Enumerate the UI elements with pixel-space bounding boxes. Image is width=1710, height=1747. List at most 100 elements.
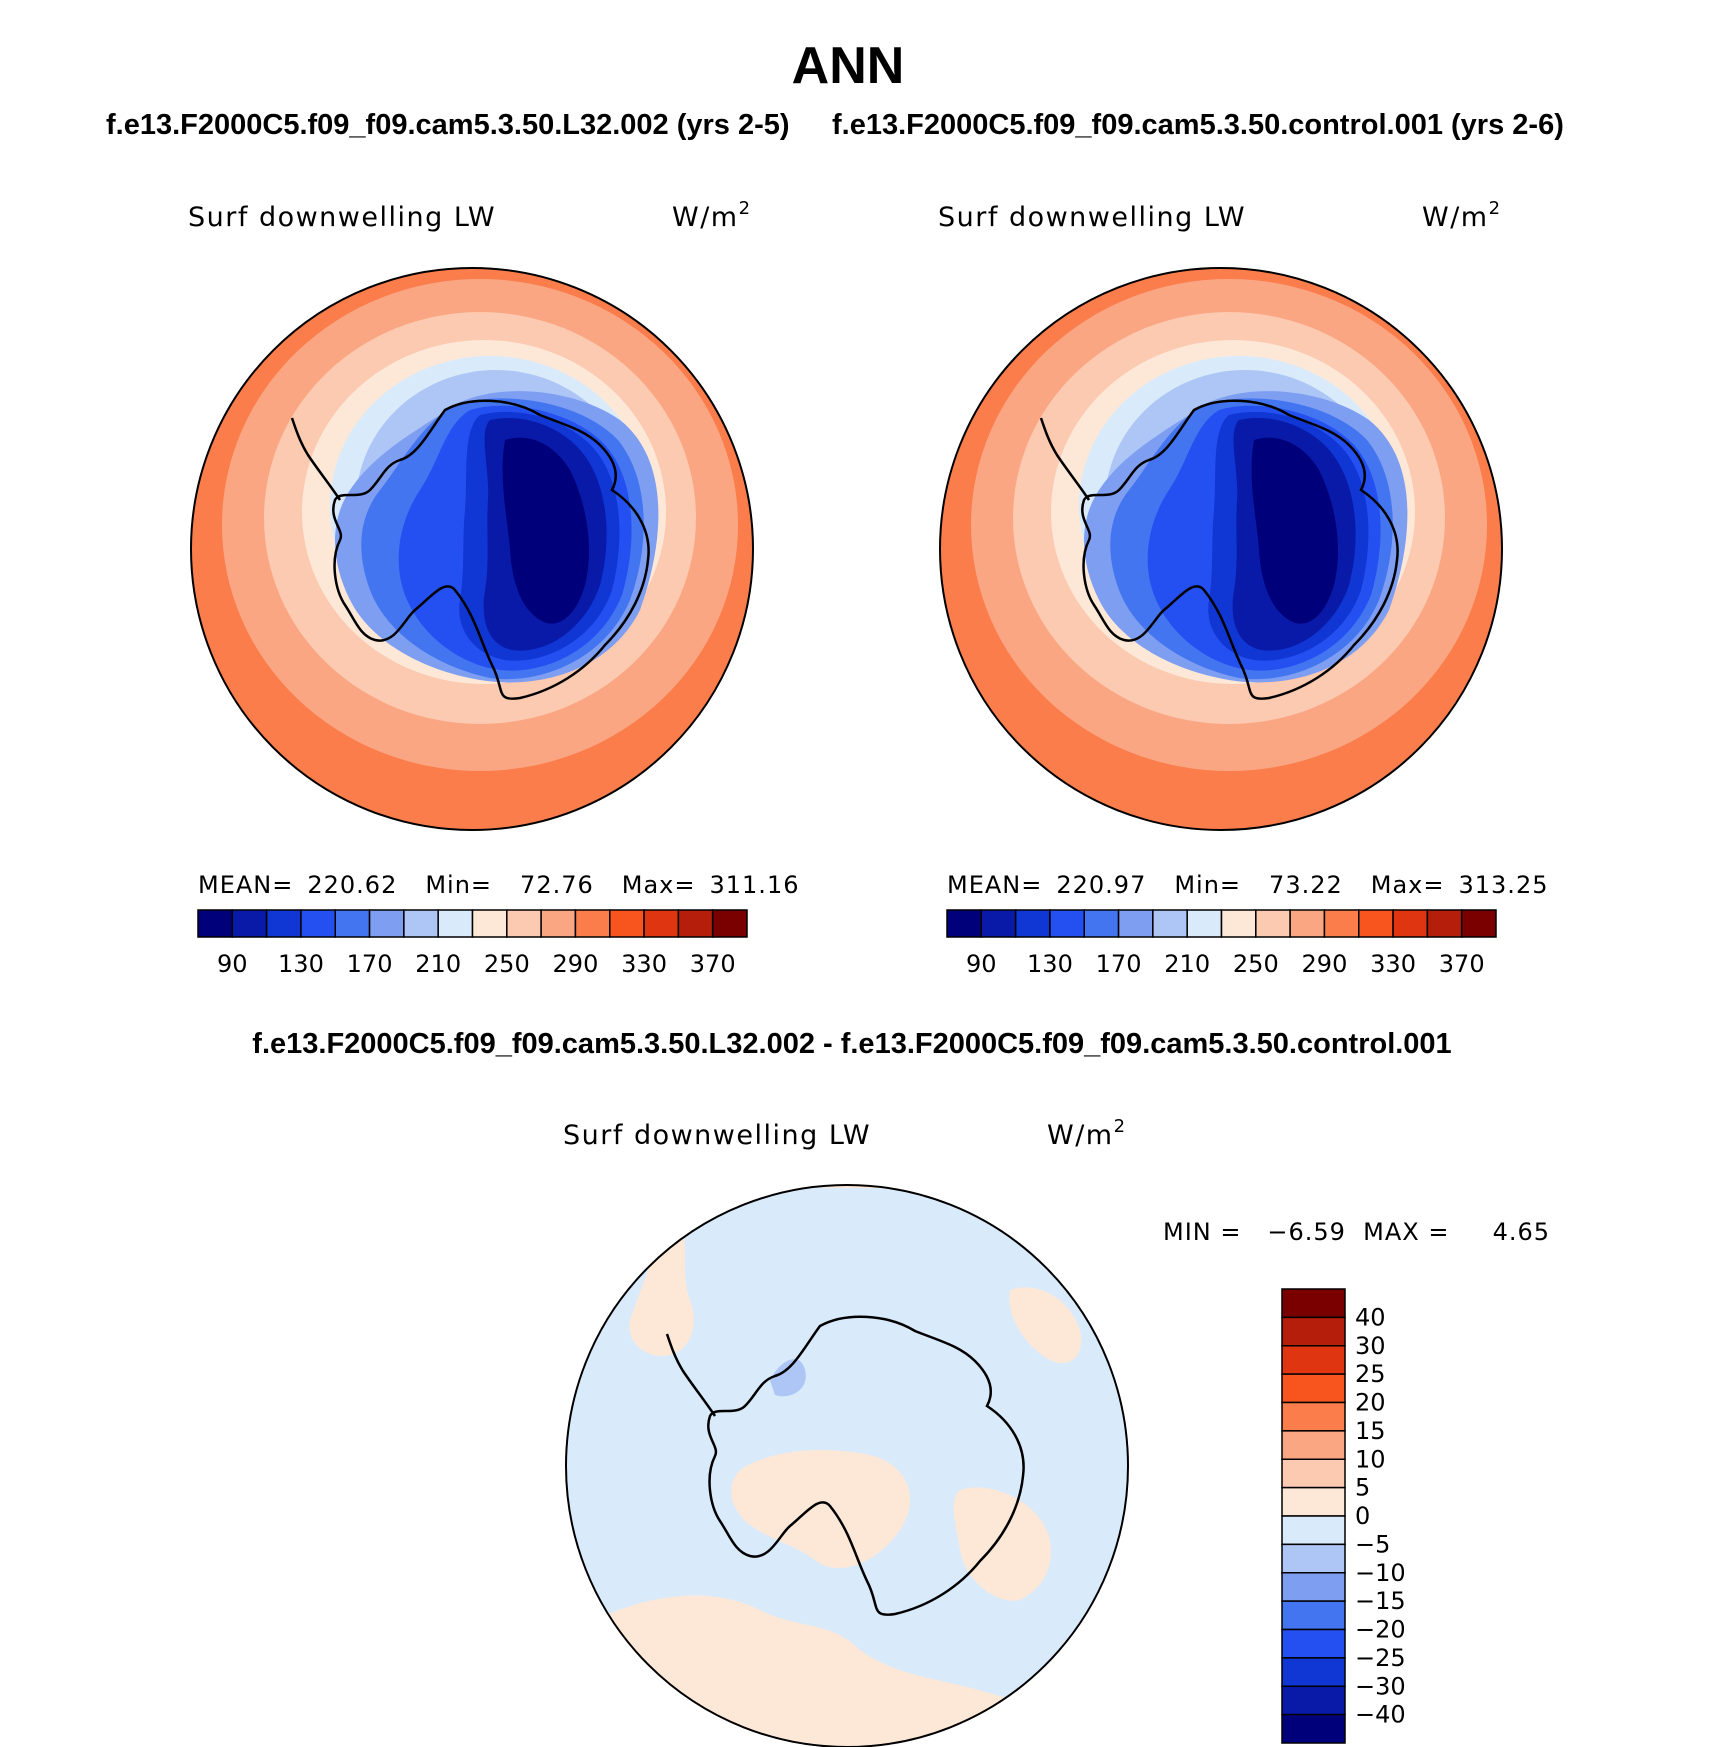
coastline-antarctica <box>707 1315 1025 1616</box>
colorbar-tick-label: 210 <box>415 950 461 978</box>
colorbar-tick-label: 5 <box>1355 1474 1370 1502</box>
min-value: 73.22 <box>1269 871 1343 899</box>
colorbar-tick-label: −5 <box>1355 1530 1390 1558</box>
min-label: Min= <box>425 871 492 899</box>
case-title-test: f.e13.F2000C5.f09_f09.cam5.3.50.L32.002 … <box>106 109 790 141</box>
colorbar-swatch <box>1281 1600 1346 1631</box>
colorbar-swatch <box>1083 909 1120 938</box>
map-fill-positive-east <box>953 1487 1051 1601</box>
colorbar-tick-label: 0 <box>1355 1502 1370 1530</box>
coastline-peninsula <box>290 417 342 501</box>
coastline-peninsula <box>665 1333 717 1417</box>
map-fill-90 <box>502 437 590 624</box>
colorbar-swatch <box>1281 1515 1346 1546</box>
colorbar-tick-label: 250 <box>484 950 530 978</box>
units-text: W/m <box>1047 1120 1114 1151</box>
colorbar-swatch <box>1152 909 1188 938</box>
colorbar-swatch <box>980 909 1017 938</box>
colorbar-tick-label: 290 <box>553 950 599 978</box>
colorbar-swatch <box>609 909 645 938</box>
units-label-difference: W/m2 <box>1047 1116 1127 1151</box>
colorbar-swatch <box>1323 909 1360 938</box>
colorbar-tick-label: 370 <box>1439 950 1485 978</box>
colorbar-tick-label: 330 <box>1370 950 1416 978</box>
colorbar-swatch <box>1281 1373 1346 1404</box>
colorbar-tick-label: −25 <box>1355 1644 1406 1672</box>
colorbar-swatch <box>946 909 983 938</box>
colorbar-swatch <box>471 909 508 938</box>
colorbar-swatch <box>540 909 577 938</box>
max-value: 313.25 <box>1459 871 1549 899</box>
figure-title: ANN <box>792 37 905 95</box>
variable-label-test: Surf downwelling LW <box>188 202 496 233</box>
colorbar-swatch <box>1117 909 1154 938</box>
colorbar-swatch <box>1281 1401 1346 1432</box>
case-title-control: f.e13.F2000C5.f09_f09.cam5.3.50.control.… <box>832 109 1564 141</box>
colorbar-swatch <box>1281 1713 1346 1744</box>
colorbar-tick-label: −20 <box>1355 1616 1406 1644</box>
colorbar-swatch <box>403 909 439 938</box>
colorbar-swatch <box>1281 1430 1346 1460</box>
colorbar-swatch <box>1281 1543 1346 1574</box>
colorbar-tick-label: −40 <box>1355 1701 1406 1729</box>
map-fill-positive-west <box>629 1221 694 1356</box>
mean-value: 220.62 <box>307 871 397 899</box>
max-label: Max= <box>622 871 696 899</box>
map-fill-positive-east-rim <box>1009 1287 1082 1364</box>
colorbar-tick-label: 130 <box>278 950 324 978</box>
colorbar-tick-label: 370 <box>690 950 736 978</box>
colorbar-swatch <box>197 909 234 938</box>
colorbar-swatch <box>1014 909 1051 938</box>
colorbar-swatch <box>1255 909 1291 938</box>
units-label-test: W/m2 <box>672 198 752 233</box>
colorbar-swatch <box>334 909 371 938</box>
colorbar-tick-label: 170 <box>1096 950 1142 978</box>
colorbar-swatch <box>1281 1572 1346 1602</box>
colorbar-swatch <box>1049 909 1085 938</box>
units-exponent: 2 <box>1114 1116 1127 1137</box>
units-text: W/m <box>1422 202 1489 233</box>
colorbar-swatch <box>265 909 302 938</box>
colorbar-swatch <box>1392 909 1429 938</box>
mean-value: 220.97 <box>1056 871 1146 899</box>
colorbar-swatch <box>574 909 611 938</box>
units-text: W/m <box>672 202 739 233</box>
polar-map-test <box>191 268 753 830</box>
map-border-difference <box>565 1184 1129 1747</box>
coastline-peninsula <box>1039 417 1091 501</box>
colorbar-swatch <box>437 909 474 938</box>
colorbar-swatch <box>1289 909 1326 938</box>
colorbar-tick-label: 250 <box>1233 950 1279 978</box>
colorbar-tick-label: −10 <box>1355 1559 1406 1587</box>
colorbar-swatch <box>1358 909 1394 938</box>
colorbar-test: 90 130 170 210 250 290 330 370 <box>197 909 748 978</box>
colorbar-tick-label: 40 <box>1355 1303 1386 1331</box>
polar-map-control <box>940 268 1502 830</box>
colorbar-swatch <box>231 909 268 938</box>
max-label: Max= <box>1371 871 1445 899</box>
colorbar-tick-label: 330 <box>621 950 667 978</box>
colorbar-swatch <box>506 909 542 938</box>
panel-control-case: f.e13.F2000C5.f09_f09.cam5.3.50.control.… <box>832 109 1564 978</box>
polar-map-difference <box>566 1185 1128 1747</box>
colorbar-swatch <box>1281 1316 1346 1347</box>
minmax-line-difference: MIN = −6.59 MAX = 4.65 <box>1163 1218 1550 1246</box>
colorbar-tick-label: 90 <box>966 950 997 978</box>
map-border-test <box>190 267 754 831</box>
stats-line-test: MEAN= 220.62 Min= 72.76 Max= 311.16 <box>198 871 799 899</box>
coastline-antarctica <box>332 399 650 700</box>
colorbar-swatch <box>1281 1685 1346 1716</box>
colorbar-tick-label: 20 <box>1355 1389 1386 1417</box>
colorbar-swatch <box>300 909 336 938</box>
units-exponent: 2 <box>739 198 752 219</box>
colorbar-swatch <box>1281 1486 1346 1517</box>
colorbar-swatch <box>1281 1345 1346 1375</box>
colorbar-swatch <box>1220 909 1257 938</box>
colorbar-swatch <box>1460 909 1497 938</box>
map-fill-negative-patch <box>770 1359 806 1397</box>
colorbar-swatch <box>1281 1628 1346 1659</box>
colorbar-tick-label: 15 <box>1355 1417 1386 1445</box>
colorbar-swatch <box>1281 1288 1346 1319</box>
colorbar-tick-label: 290 <box>1302 950 1348 978</box>
